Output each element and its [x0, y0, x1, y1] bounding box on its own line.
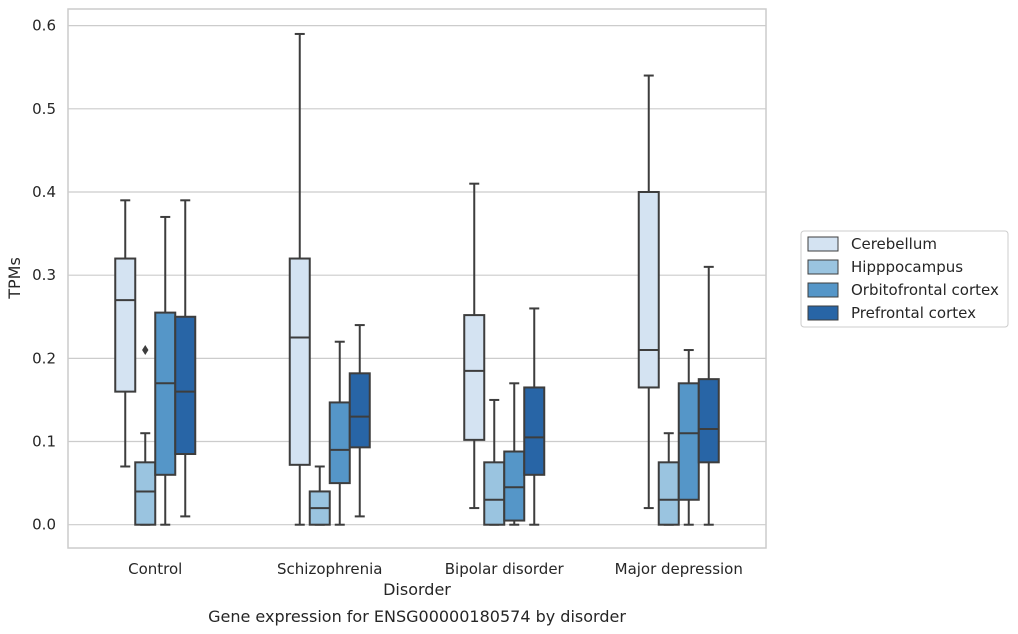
x-tick-labels: Control Schizophrenia Bipolar disorder Majo…: [128, 560, 743, 578]
box-iqr: [523, 386, 546, 476]
outlier-point: [142, 345, 149, 356]
y-axis-label: TPMs: [5, 257, 24, 300]
x-tick-label: Schizophrenia: [277, 560, 382, 578]
box-prefrontal-cortex-major-depression: [697, 265, 720, 526]
box-iqr: [657, 461, 680, 526]
box-hipppocampus-control: [134, 345, 157, 526]
legend-label: Prefrontal cortex: [851, 304, 976, 322]
y-tick-labels: 0.0 0.1 0.2 0.3 0.4 0.5 0.6: [32, 17, 56, 534]
x-axis-label: Disorder: [383, 580, 451, 599]
box-iqr: [637, 190, 660, 389]
legend-swatch: [807, 259, 839, 275]
x-tick-label: Major depression: [615, 560, 743, 578]
box-cerebellum-schizophrenia: [288, 32, 311, 526]
box-iqr: [697, 378, 720, 464]
plot-area-frame: [67, 8, 767, 549]
y-tick-label: 0.2: [32, 349, 56, 367]
legend-swatch: [807, 305, 839, 321]
box-prefrontal-cortex-schizophrenia: [348, 324, 371, 518]
box-iqr: [134, 461, 157, 526]
legend: Cerebellum Hipppocampus Orbitofrontal cort…: [800, 230, 1009, 328]
box-iqr: [174, 315, 197, 456]
box-iqr: [503, 450, 526, 522]
box-cerebellum-bipolar-disorder: [463, 182, 486, 510]
legend-label: Hipppocampus: [851, 258, 963, 276]
box-iqr: [348, 372, 371, 449]
box-iqr: [328, 401, 351, 485]
y-tick-label: 0.4: [32, 183, 56, 201]
y-tick-label: 0.1: [32, 433, 56, 451]
box-iqr: [288, 257, 311, 466]
legend-swatch: [807, 282, 839, 298]
chart-caption: Gene expression for ENSG00000180574 by d…: [208, 607, 626, 626]
box-iqr: [114, 257, 137, 393]
box-iqr: [677, 382, 700, 501]
box-iqr: [154, 311, 177, 476]
box-orbitofrontal-cortex-schizophrenia: [328, 340, 351, 526]
legend-label: Cerebellum: [851, 235, 937, 253]
box-hipppocampus-schizophrenia: [308, 465, 331, 526]
box-iqr: [483, 461, 506, 526]
box-orbitofrontal-cortex-control: [154, 215, 177, 526]
box-hipppocampus-bipolar-disorder: [483, 398, 506, 526]
legend-swatch: [807, 236, 839, 252]
box-iqr: [463, 314, 486, 441]
y-tick-label: 0.6: [32, 17, 56, 35]
box-prefrontal-cortex-bipolar-disorder: [523, 307, 546, 526]
box-cerebellum-control: [114, 199, 137, 468]
box-cerebellum-major-depression: [637, 74, 660, 510]
y-tick-label: 0.0: [32, 516, 56, 534]
legend-frame: [800, 230, 1009, 328]
box-hipppocampus-major-depression: [657, 432, 680, 526]
box-orbitofrontal-cortex-bipolar-disorder: [503, 382, 526, 526]
legend-label: Orbitofrontal cortex: [851, 281, 999, 299]
x-tick-label: Bipolar disorder: [445, 560, 565, 578]
box-orbitofrontal-cortex-major-depression: [677, 349, 700, 526]
y-tick-label: 0.5: [32, 100, 56, 118]
x-tick-label: Control: [128, 560, 182, 578]
box-groups: [114, 32, 720, 526]
box-prefrontal-cortex-control: [174, 199, 197, 518]
y-tick-label: 0.3: [32, 266, 56, 284]
